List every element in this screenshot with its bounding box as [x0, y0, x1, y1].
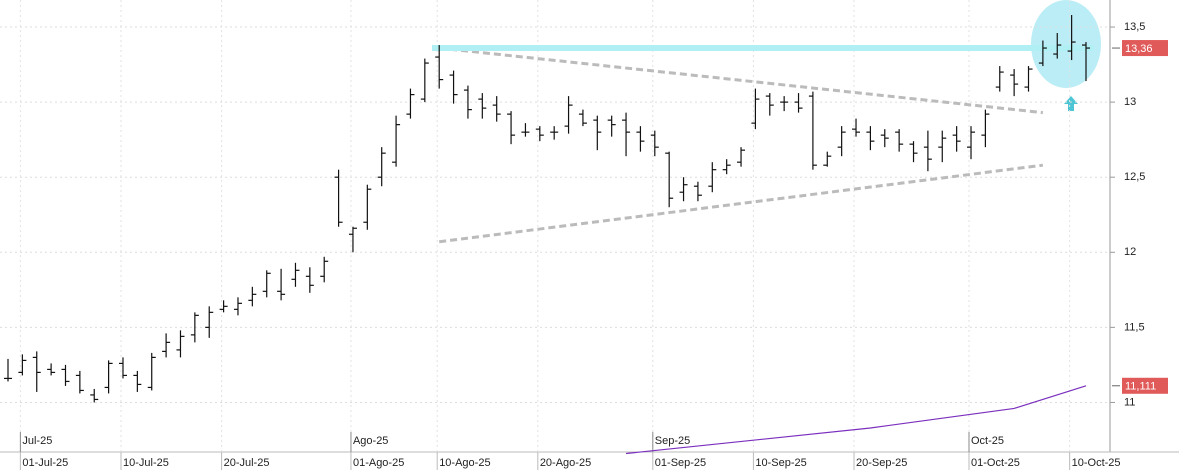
x-tick-label: 01-Oct-25: [971, 457, 1020, 469]
price-label-box: [1122, 377, 1168, 394]
highlight-circle: [1031, 0, 1101, 88]
overlay-line: [439, 163, 1044, 244]
price-label: 13,36: [1125, 43, 1153, 55]
y-tick-label: 11,5: [1124, 321, 1145, 333]
x-tick-label: 10-Ago-25: [439, 457, 490, 469]
x-tick-label: 20-Ago-25: [540, 457, 591, 469]
x-tick-label: 01-Jul-25: [22, 457, 68, 469]
x-tick-label: 20-Sep-25: [856, 457, 907, 469]
x-tick-label: 01-Ago-25: [353, 457, 404, 469]
x-tick-label: 01-Sep-25: [655, 457, 706, 469]
up-arrow: [1064, 96, 1078, 111]
y-tick-label: 11: [1124, 396, 1135, 408]
month-label: Ago-25: [353, 435, 388, 447]
x-tick-label: 20-Jul-25: [224, 457, 270, 469]
price-label: 11,111: [1125, 381, 1156, 393]
month-label: Sep-25: [655, 435, 690, 447]
y-tick-label: 12,5: [1124, 171, 1145, 183]
overlay-line: [439, 46, 1044, 115]
overlay-line: [625, 385, 1087, 455]
y-tick-label: 13,5: [1124, 21, 1145, 33]
y-tick-label: 12: [1124, 246, 1136, 258]
month-label: Oct-25: [971, 435, 1004, 447]
x-tick-label: 10-Jul-25: [123, 457, 169, 469]
x-tick-label: 10-Sep-25: [755, 457, 806, 469]
y-tick-label: 13: [1124, 96, 1136, 108]
month-label: Jul-25: [22, 435, 52, 447]
x-tick-label: 10-Oct-25: [1072, 457, 1121, 469]
price-label-box: [1122, 40, 1168, 57]
